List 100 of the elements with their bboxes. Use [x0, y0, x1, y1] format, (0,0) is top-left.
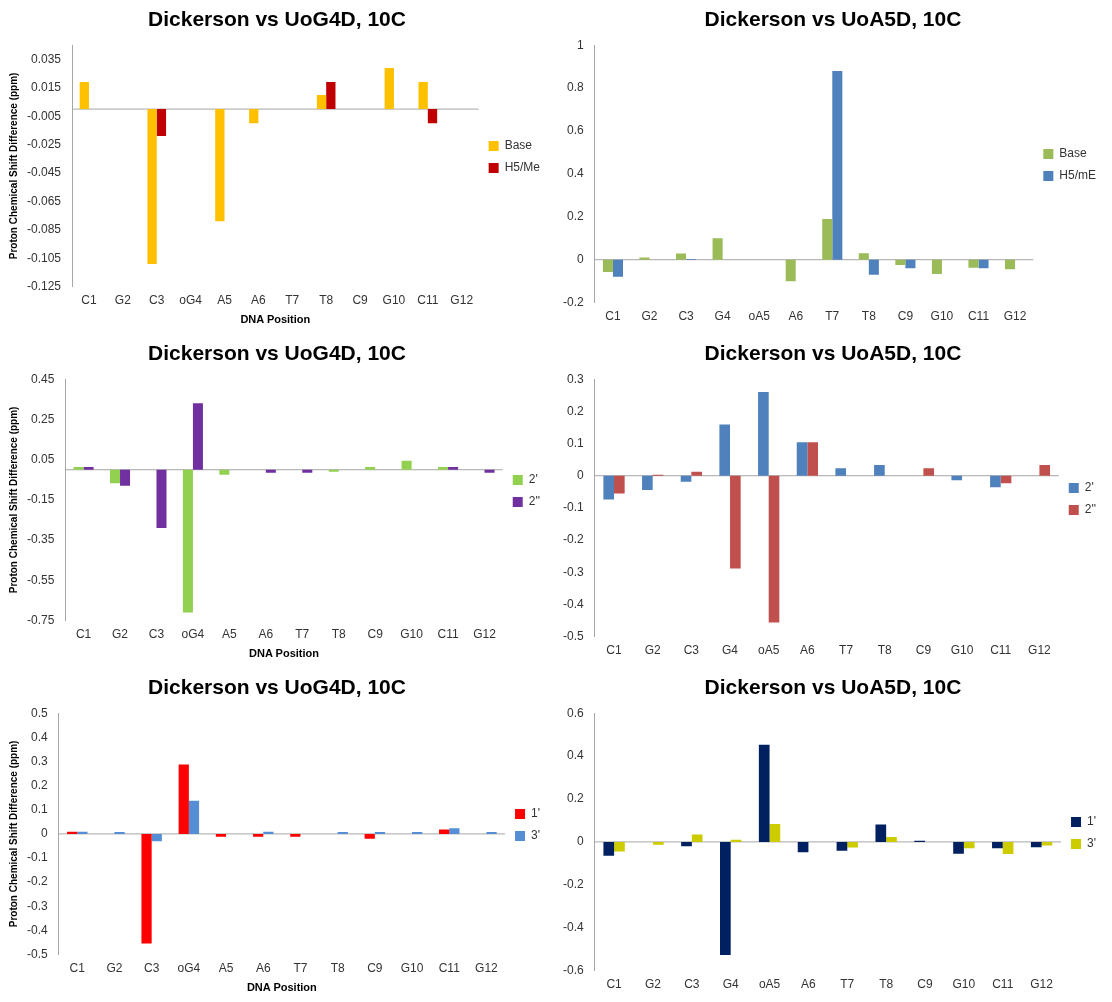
bar: [953, 841, 964, 854]
bar: [691, 834, 703, 842]
y-tick-label: -0.2: [562, 294, 584, 309]
y-tick-label: -0.005: [26, 108, 62, 123]
chart-title: Dickerson vs UoA5D, 10C: [704, 675, 962, 699]
legend-label: 3': [531, 828, 540, 843]
x-tick-label: C9: [367, 961, 383, 976]
bar: [758, 744, 770, 842]
x-tick-label: C11: [417, 293, 439, 308]
y-tick-label: -0.3: [562, 564, 584, 579]
x-tick-label: G12: [1003, 309, 1027, 324]
x-tick-label: A5: [218, 961, 234, 976]
bar: [1002, 841, 1014, 854]
y-tick-label: 0.2: [566, 403, 584, 418]
y-axis-title: Proton Chemical Shift Difference (ppm): [7, 72, 19, 260]
y-tick-label: -0.5: [26, 946, 48, 961]
y-tick-label: 0.4: [566, 748, 584, 763]
x-tick-label: C3: [683, 643, 700, 658]
y-tick-label: -0.3: [26, 898, 48, 913]
y-tick-label: 0.05: [30, 451, 55, 466]
bar: [905, 259, 916, 269]
y-tick-label: 1: [576, 37, 584, 52]
bar: [427, 109, 438, 124]
bar: [215, 109, 225, 222]
bar: [67, 831, 78, 834]
legend-label: Base: [1059, 146, 1087, 161]
bar: [188, 800, 200, 834]
x-tick-label: oA5: [758, 977, 781, 992]
y-tick-label: -0.105: [26, 250, 62, 265]
x-tick-label: oG4: [177, 961, 201, 976]
x-tick-label: G10: [950, 643, 974, 658]
x-tick-label: A6: [255, 961, 271, 976]
y-tick-label: -0.2: [562, 877, 584, 892]
bar: [785, 259, 796, 282]
bar: [874, 465, 885, 476]
x-tick-label: T7: [285, 293, 300, 308]
bar: [835, 468, 847, 476]
y-tick-label: 0.6: [566, 123, 584, 138]
bar: [836, 841, 848, 851]
y-tick-label: 0.5: [30, 705, 48, 720]
bar: [83, 467, 94, 470]
bar: [147, 109, 157, 264]
x-tick-label: G2: [644, 977, 662, 992]
x-tick-label: T7: [295, 627, 310, 642]
bar: [438, 467, 449, 470]
bar: [1005, 259, 1016, 270]
x-tick-label: A6: [788, 309, 804, 324]
legend-label: 3': [1087, 836, 1096, 851]
x-tick-label: T8: [877, 643, 893, 658]
x-tick-label: C1: [81, 293, 97, 308]
x-tick-label: oG4: [179, 293, 203, 308]
bar: [326, 82, 336, 110]
chart-title: Dickerson vs UoA5D, 10C: [704, 341, 962, 365]
bar: [875, 824, 887, 842]
y-tick-label: 0: [576, 834, 584, 849]
x-tick-label: G4: [722, 977, 740, 992]
bar: [316, 94, 327, 110]
y-tick-label: -0.5: [562, 628, 584, 643]
bar: [612, 259, 624, 277]
x-tick-label: T7: [825, 309, 840, 324]
bar: [886, 836, 897, 842]
legend-label: 1': [1087, 814, 1096, 829]
bar: [603, 475, 615, 500]
x-tick-label: A6: [251, 293, 267, 308]
bar: [448, 467, 459, 470]
y-tick-label: 0.8: [566, 80, 584, 95]
bar: [1041, 841, 1053, 846]
y-tick-label: 0.4: [30, 729, 48, 744]
x-tick-label: A5: [217, 293, 233, 308]
bar: [720, 841, 731, 955]
x-axis-title: DNA Position: [240, 312, 311, 325]
x-tick-label: C11: [437, 627, 459, 642]
y-tick-label: 0.2: [566, 209, 584, 224]
legend-label: 2'': [528, 494, 541, 509]
y-tick-label: 0.015: [30, 80, 62, 95]
x-tick-label: C1: [69, 961, 86, 976]
x-tick-label: G2: [106, 961, 123, 976]
x-tick-label: G12: [473, 627, 497, 642]
y-tick-label: 0: [576, 252, 584, 267]
bar: [156, 109, 167, 137]
y-tick-label: -0.065: [26, 193, 62, 208]
x-tick-label: G10: [930, 309, 954, 324]
x-tick-label: A6: [800, 643, 816, 658]
y-tick-label: -0.125: [26, 278, 62, 293]
y-tick-label: -0.75: [26, 612, 55, 627]
x-tick-label: C3: [148, 627, 165, 642]
y-tick-label: 0.4: [566, 166, 584, 181]
x-tick-label: T8: [879, 977, 894, 992]
bar: [215, 833, 227, 837]
bar: [401, 460, 412, 470]
bar: [796, 442, 808, 476]
bar: [77, 831, 88, 834]
y-tick-label: 0.25: [30, 411, 55, 426]
y-tick-label: -0.045: [26, 165, 62, 180]
bar: [797, 841, 809, 853]
bar: [263, 831, 274, 834]
x-tick-label: T8: [331, 627, 347, 642]
bar: [614, 841, 625, 852]
bar: [418, 82, 428, 110]
bar: [1039, 465, 1051, 476]
